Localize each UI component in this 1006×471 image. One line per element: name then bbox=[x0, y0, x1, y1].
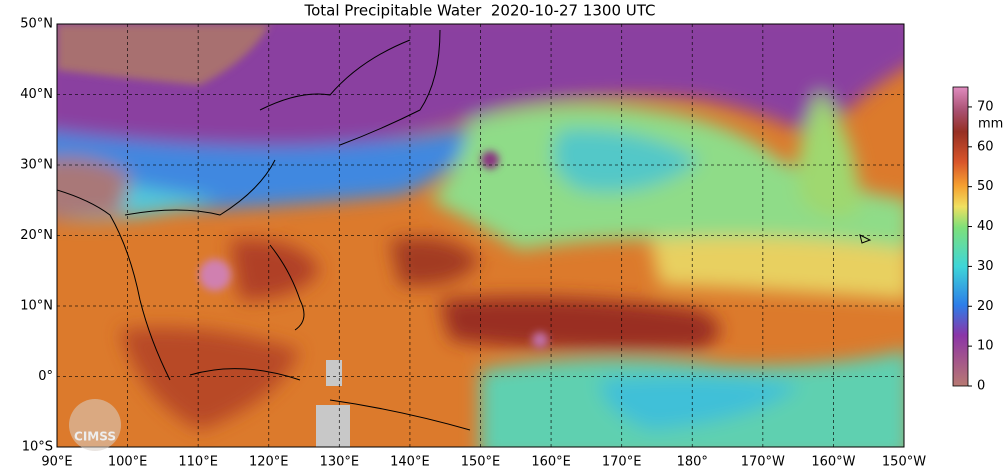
tpw-imagery bbox=[57, 24, 904, 447]
lon-tick-label: 120°E bbox=[249, 455, 289, 470]
lon-tick-label: 160°E bbox=[531, 455, 571, 470]
lat-tick-label: 30°N bbox=[20, 158, 53, 173]
lon-tick-label: 160°W bbox=[811, 455, 855, 470]
lon-tick-label: 170°E bbox=[602, 455, 642, 470]
lat-tick-label: 10°S bbox=[22, 440, 53, 455]
lat-tick-label: 40°N bbox=[20, 87, 53, 102]
title: Total Precipitable Water 2020-10-27 1300… bbox=[303, 2, 655, 20]
lon-tick-label: 150°E bbox=[461, 455, 501, 470]
colorbar-tick-label: 50 bbox=[977, 179, 994, 194]
lat-tick-label: 50°N bbox=[20, 17, 53, 32]
lat-tick-label: 0° bbox=[38, 369, 53, 384]
lon-tick-label: 150°W bbox=[882, 455, 926, 470]
colorbar-unit: mm bbox=[978, 117, 1003, 132]
logo-text: CIMSS bbox=[74, 430, 116, 444]
lon-tick-label: 140°E bbox=[390, 455, 430, 470]
colorbar bbox=[952, 86, 969, 387]
lon-tick-label: 100°E bbox=[108, 455, 148, 470]
lon-tick-label: 180° bbox=[677, 455, 708, 470]
lon-tick-label: 130°E bbox=[320, 455, 360, 470]
colorbar-tick-label: 60 bbox=[977, 139, 994, 154]
colorbar-tick-label: 20 bbox=[977, 299, 994, 314]
colorbar-tick-label: 40 bbox=[977, 219, 994, 234]
colorbar-tick-label: 30 bbox=[977, 259, 994, 274]
logo: CIMSS bbox=[69, 399, 121, 451]
lon-tick-label: 170°W bbox=[741, 455, 785, 470]
lon-tick-label: 110°E bbox=[178, 455, 218, 470]
lon-tick-label: 90°E bbox=[41, 455, 72, 470]
lat-tick-label: 10°N bbox=[20, 299, 53, 314]
graticule bbox=[56, 23, 905, 448]
lat-tick-label: 20°N bbox=[20, 228, 53, 243]
colorbar-tick-label: 0 bbox=[977, 379, 985, 394]
colorbar-tick-label: 10 bbox=[977, 339, 994, 354]
colorbar-tick-label: 70 bbox=[977, 99, 994, 114]
